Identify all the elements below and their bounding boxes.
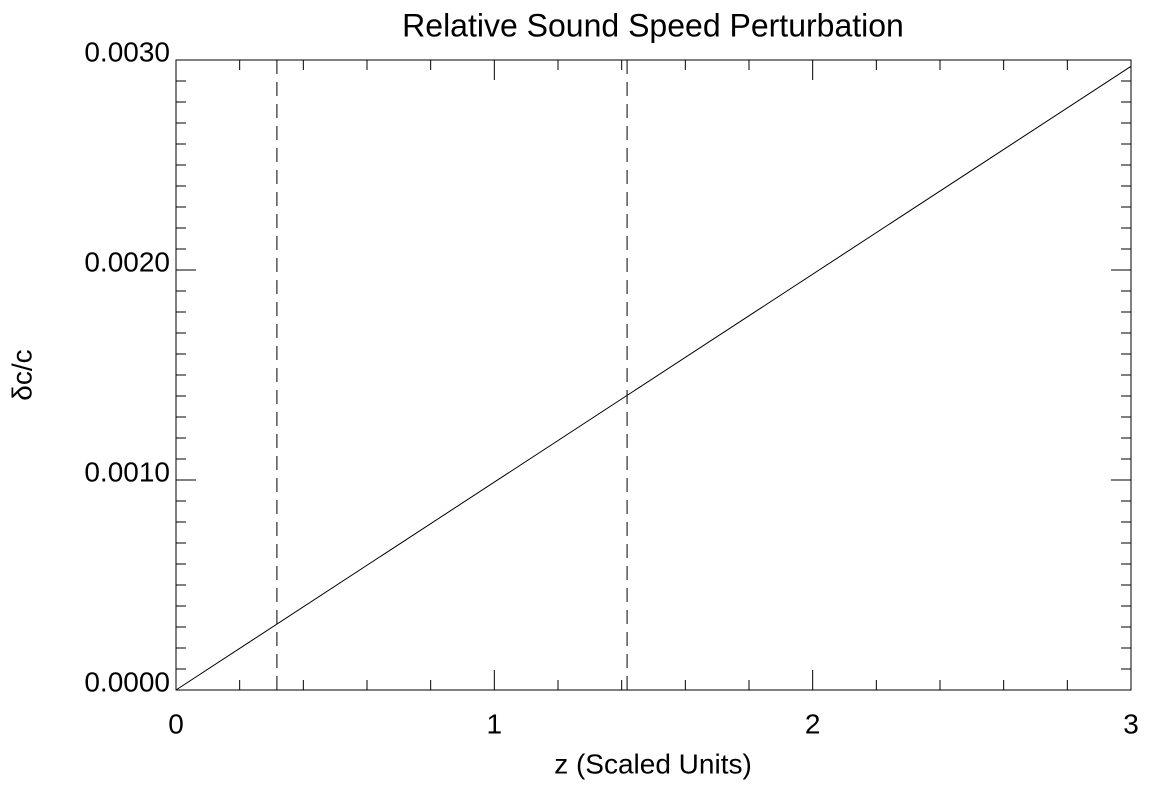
x-tick-label: 1 xyxy=(487,708,503,739)
x-tick-label: 0 xyxy=(168,708,184,739)
y-tick-label: 0.0020 xyxy=(84,246,170,277)
y-tick-label: 0.0030 xyxy=(84,36,170,67)
plot-frame xyxy=(175,59,1132,691)
chart-title: Relative Sound Speed Perturbation xyxy=(402,7,904,43)
data-line xyxy=(175,65,1132,691)
x-tick-label: 2 xyxy=(805,708,821,739)
x-axis-label: z (Scaled Units) xyxy=(554,748,752,779)
y-tick-label: 0.0000 xyxy=(84,666,170,697)
y-axis-label: δc/c xyxy=(6,349,37,400)
y-tick-label: 0.0010 xyxy=(84,456,170,487)
x-tick-label: 3 xyxy=(1123,708,1139,739)
